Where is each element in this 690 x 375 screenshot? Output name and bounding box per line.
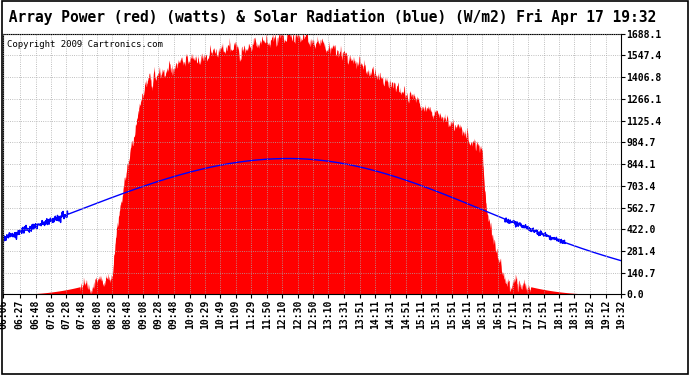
Text: Copyright 2009 Cartronics.com: Copyright 2009 Cartronics.com [6, 40, 162, 49]
Text: East Array Power (red) (watts) & Solar Radiation (blue) (W/m2) Fri Apr 17 19:32: East Array Power (red) (watts) & Solar R… [0, 9, 656, 26]
